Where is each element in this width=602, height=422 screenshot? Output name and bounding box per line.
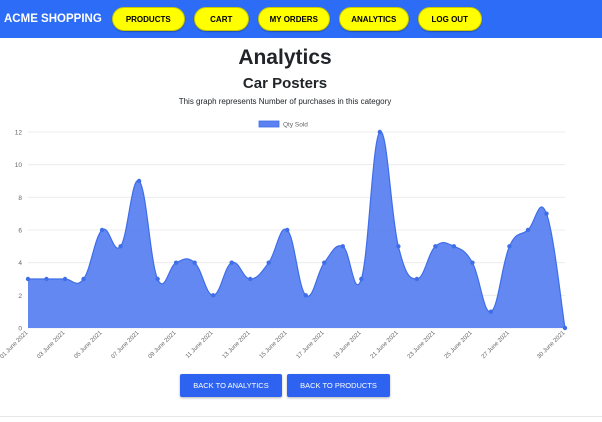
- x-tick-label: 07 June 2021: [111, 330, 141, 360]
- data-point: [544, 211, 549, 216]
- data-point: [248, 276, 253, 282]
- data-point: [525, 227, 531, 233]
- data-point: [451, 244, 457, 249]
- nav-cart-button[interactable]: CART: [193, 7, 249, 31]
- purchases-area-chart: 0 2 4 6 8 10 12 01 June 2021 03 June 2021 05 June…: [0, 120, 568, 360]
- x-tick-label: 30 June 2021: [536, 330, 566, 360]
- y-tick-label: 12: [15, 130, 23, 137]
- x-tick-label: 19 June 2021: [333, 330, 363, 360]
- data-point: [396, 244, 401, 249]
- data-point: [118, 244, 123, 249]
- data-point: [155, 276, 160, 282]
- x-tick-label: 09 June 2021: [148, 330, 178, 360]
- data-point: [25, 276, 31, 282]
- data-point: [210, 293, 216, 298]
- data-point: [433, 244, 438, 249]
- legend-label: Qty Sold: [283, 122, 308, 129]
- y-tick-label: 6: [18, 228, 22, 235]
- brand-logo[interactable]: ACME SHOPPING: [4, 13, 102, 25]
- data-point: [377, 129, 383, 135]
- data-point: [81, 276, 86, 282]
- y-tick-label: 10: [15, 162, 23, 169]
- data-point: [136, 178, 142, 184]
- x-tick-label: 05 June 2021: [74, 330, 104, 360]
- data-point: [62, 276, 68, 282]
- x-tick-label: 13 June 2021: [222, 330, 252, 360]
- navbar: ACME SHOPPING PRODUCTS CART MY ORDERS AN…: [0, 0, 602, 38]
- data-point: [562, 325, 568, 331]
- legend-swatch: [258, 120, 280, 128]
- data-point: [99, 227, 105, 233]
- data-point: [303, 293, 308, 298]
- nav-products-button[interactable]: PRODUCTS: [111, 7, 185, 31]
- footer-divider: [0, 416, 602, 417]
- x-tick-label: 21 June 2021: [370, 330, 400, 360]
- data-point: [44, 276, 49, 282]
- x-tick-label: 11 June 2021: [185, 330, 215, 360]
- x-tick-label: 25 June 2021: [444, 330, 474, 360]
- y-tick-label: 0: [18, 326, 22, 333]
- data-point: [229, 260, 234, 265]
- x-tick-label: 23 June 2021: [407, 330, 437, 360]
- x-tick-label: 17 June 2021: [296, 330, 326, 360]
- data-point: [359, 276, 364, 282]
- back-to-analytics-button[interactable]: BACK TO ANALYTICS: [180, 374, 282, 397]
- data-point: [414, 276, 420, 282]
- page-description: This graph represents Number of purchase…: [178, 97, 392, 106]
- data-point: [173, 260, 179, 265]
- y-tick-label: 4: [18, 260, 22, 267]
- data-point: [507, 244, 512, 249]
- y-tick-label: 8: [18, 195, 22, 202]
- y-tick-label: 2: [18, 293, 22, 300]
- back-to-products-button[interactable]: BACK TO PRODUCTS: [287, 374, 390, 397]
- x-tick-label: 15 June 2021: [259, 330, 289, 360]
- x-tick-label: 01 June 2021: [0, 330, 30, 360]
- x-tick-label: 03 June 2021: [36, 330, 66, 360]
- data-point: [266, 260, 271, 265]
- nav-analytics-button[interactable]: ANALYTICS: [338, 7, 409, 31]
- data-point: [322, 260, 327, 265]
- x-tick-label: 27 June 2021: [481, 330, 511, 360]
- data-point: [340, 244, 345, 249]
- data-point: [470, 260, 475, 265]
- data-point: [192, 260, 197, 265]
- data-point: [488, 309, 494, 314]
- page-title: Analytics: [238, 46, 332, 69]
- page-subtitle: Car Posters: [242, 75, 328, 92]
- series-area: [28, 131, 565, 328]
- data-point: [285, 227, 290, 233]
- nav-my-orders-button[interactable]: MY ORDERS: [257, 7, 330, 31]
- nav-logout-button[interactable]: LOG OUT: [417, 7, 482, 31]
